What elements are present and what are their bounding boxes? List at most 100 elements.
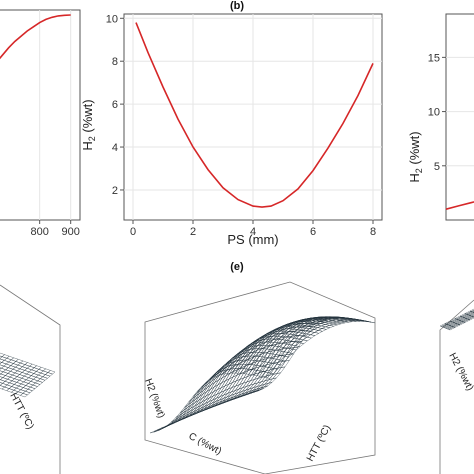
- plot-frame: [445, 13, 474, 221]
- surface-facet: [27, 381, 36, 386]
- surface-facet: [328, 323, 339, 327]
- surface-facet: [223, 387, 233, 396]
- surface-facet: [464, 310, 472, 315]
- surface-facet: [9, 374, 18, 379]
- surface-facet: [20, 381, 29, 386]
- surface-facet: [241, 353, 251, 363]
- surface-facet: [0, 352, 5, 357]
- surface-facet: [233, 361, 243, 372]
- surface-facet: [6, 382, 15, 387]
- y-tick-label: 10: [428, 107, 440, 119]
- surface-facet: [232, 367, 242, 378]
- surface-facet: [260, 379, 270, 386]
- surface-facet: [219, 393, 228, 401]
- y-tick-label: 8: [112, 56, 118, 68]
- surface-facet: [460, 313, 468, 318]
- surface-facet: [8, 359, 17, 364]
- y-tick-label: 2: [112, 185, 118, 197]
- chart-middle-line: H2 (%wt) PS (mm) 0 2 4 6 8 2 4 6 8 10: [80, 13, 383, 247]
- surface-facet: [328, 321, 338, 325]
- surface-facet: [10, 357, 19, 362]
- surface-facet: [457, 316, 465, 321]
- y-axis-label: H2 (%wt): [80, 99, 97, 150]
- surface-facet: [260, 336, 271, 345]
- surface-facet: [220, 378, 230, 389]
- surface-facet: [463, 314, 471, 319]
- x-tick-label: 2: [190, 226, 196, 238]
- surface-facet: [245, 347, 255, 356]
- surface-facet: [453, 324, 461, 328]
- surface-z-label: H2 (%wt): [446, 351, 474, 392]
- surface-facet: [237, 386, 247, 394]
- surface-facet: [241, 384, 251, 392]
- surface-facet: [26, 371, 35, 376]
- surface-facet: [33, 365, 42, 370]
- surface-facet: [248, 349, 258, 360]
- surface-facet: [457, 321, 465, 325]
- surface-facet: [32, 382, 41, 387]
- data-series-line: [0, 14, 71, 60]
- surface-facet: [13, 382, 22, 387]
- surface-facet: [228, 374, 238, 385]
- surface-facet: [23, 373, 32, 378]
- surface-facet: [184, 398, 193, 408]
- surface-facet: [465, 311, 473, 315]
- panel-label-e: (e): [230, 261, 244, 273]
- surface-facet: [336, 321, 346, 324]
- surface-plot-right: H2 (%wt): [439, 299, 474, 474]
- x-tick-label: 4: [250, 226, 256, 238]
- surface-facet: [256, 380, 266, 387]
- surface-facet: [11, 378, 20, 383]
- y-tick-label: 15: [428, 52, 440, 64]
- surface-box: [439, 299, 474, 474]
- surface-facet: [212, 387, 222, 397]
- x-axis-label: PS (mm): [227, 232, 278, 247]
- surface-facet: [12, 372, 20, 377]
- surface-facet: [7, 376, 15, 381]
- surface-facet: [6, 388, 15, 393]
- surface-facet: [249, 382, 259, 390]
- surface-facet: [25, 383, 34, 388]
- surface-facet: [224, 376, 234, 387]
- surface-facet: [11, 384, 20, 389]
- surface-facet: [3, 363, 12, 368]
- surface-facet: [16, 380, 25, 385]
- surface-facet: [2, 375, 11, 380]
- surface-facet: [22, 391, 31, 396]
- surface-facet: [238, 381, 248, 390]
- surface-facet: [0, 377, 8, 382]
- y-tick-label: 6: [112, 99, 118, 111]
- y-tick-label: 4: [112, 142, 118, 154]
- surface-facet: [30, 379, 39, 384]
- surface-facet: [239, 376, 248, 385]
- surface-facet: [21, 370, 30, 375]
- data-series-line: [135, 22, 374, 208]
- surface-facet: [260, 383, 269, 389]
- surface-facet: [452, 323, 460, 328]
- surface-facet: [17, 362, 26, 367]
- surface-facet: [0, 373, 2, 375]
- surface-facet: [231, 379, 241, 388]
- surface-facet: [10, 363, 19, 368]
- x-tick-label: 800: [30, 226, 48, 238]
- surface-facet: [252, 381, 262, 388]
- surface-facet: [37, 378, 46, 383]
- surface-facet: [205, 395, 214, 404]
- surface-facet: [448, 322, 456, 326]
- surface-facet: [17, 389, 26, 394]
- surface-facet: [21, 375, 30, 380]
- surface-facet: [29, 363, 38, 368]
- surface-facet: [0, 367, 2, 370]
- surface-facet: [42, 368, 51, 373]
- plot-frame: [0, 9, 81, 221]
- surface-facet: [276, 366, 286, 374]
- surface-facet: [35, 369, 44, 374]
- surface-facet: [0, 371, 9, 376]
- surface-facet: [24, 368, 33, 373]
- surface-facet: [15, 385, 24, 390]
- surface-facet: [206, 386, 215, 396]
- surface-facet: [0, 365, 9, 370]
- surface-facet: [209, 389, 218, 399]
- surface-facet: [31, 367, 40, 372]
- surface-facet: [32, 377, 41, 381]
